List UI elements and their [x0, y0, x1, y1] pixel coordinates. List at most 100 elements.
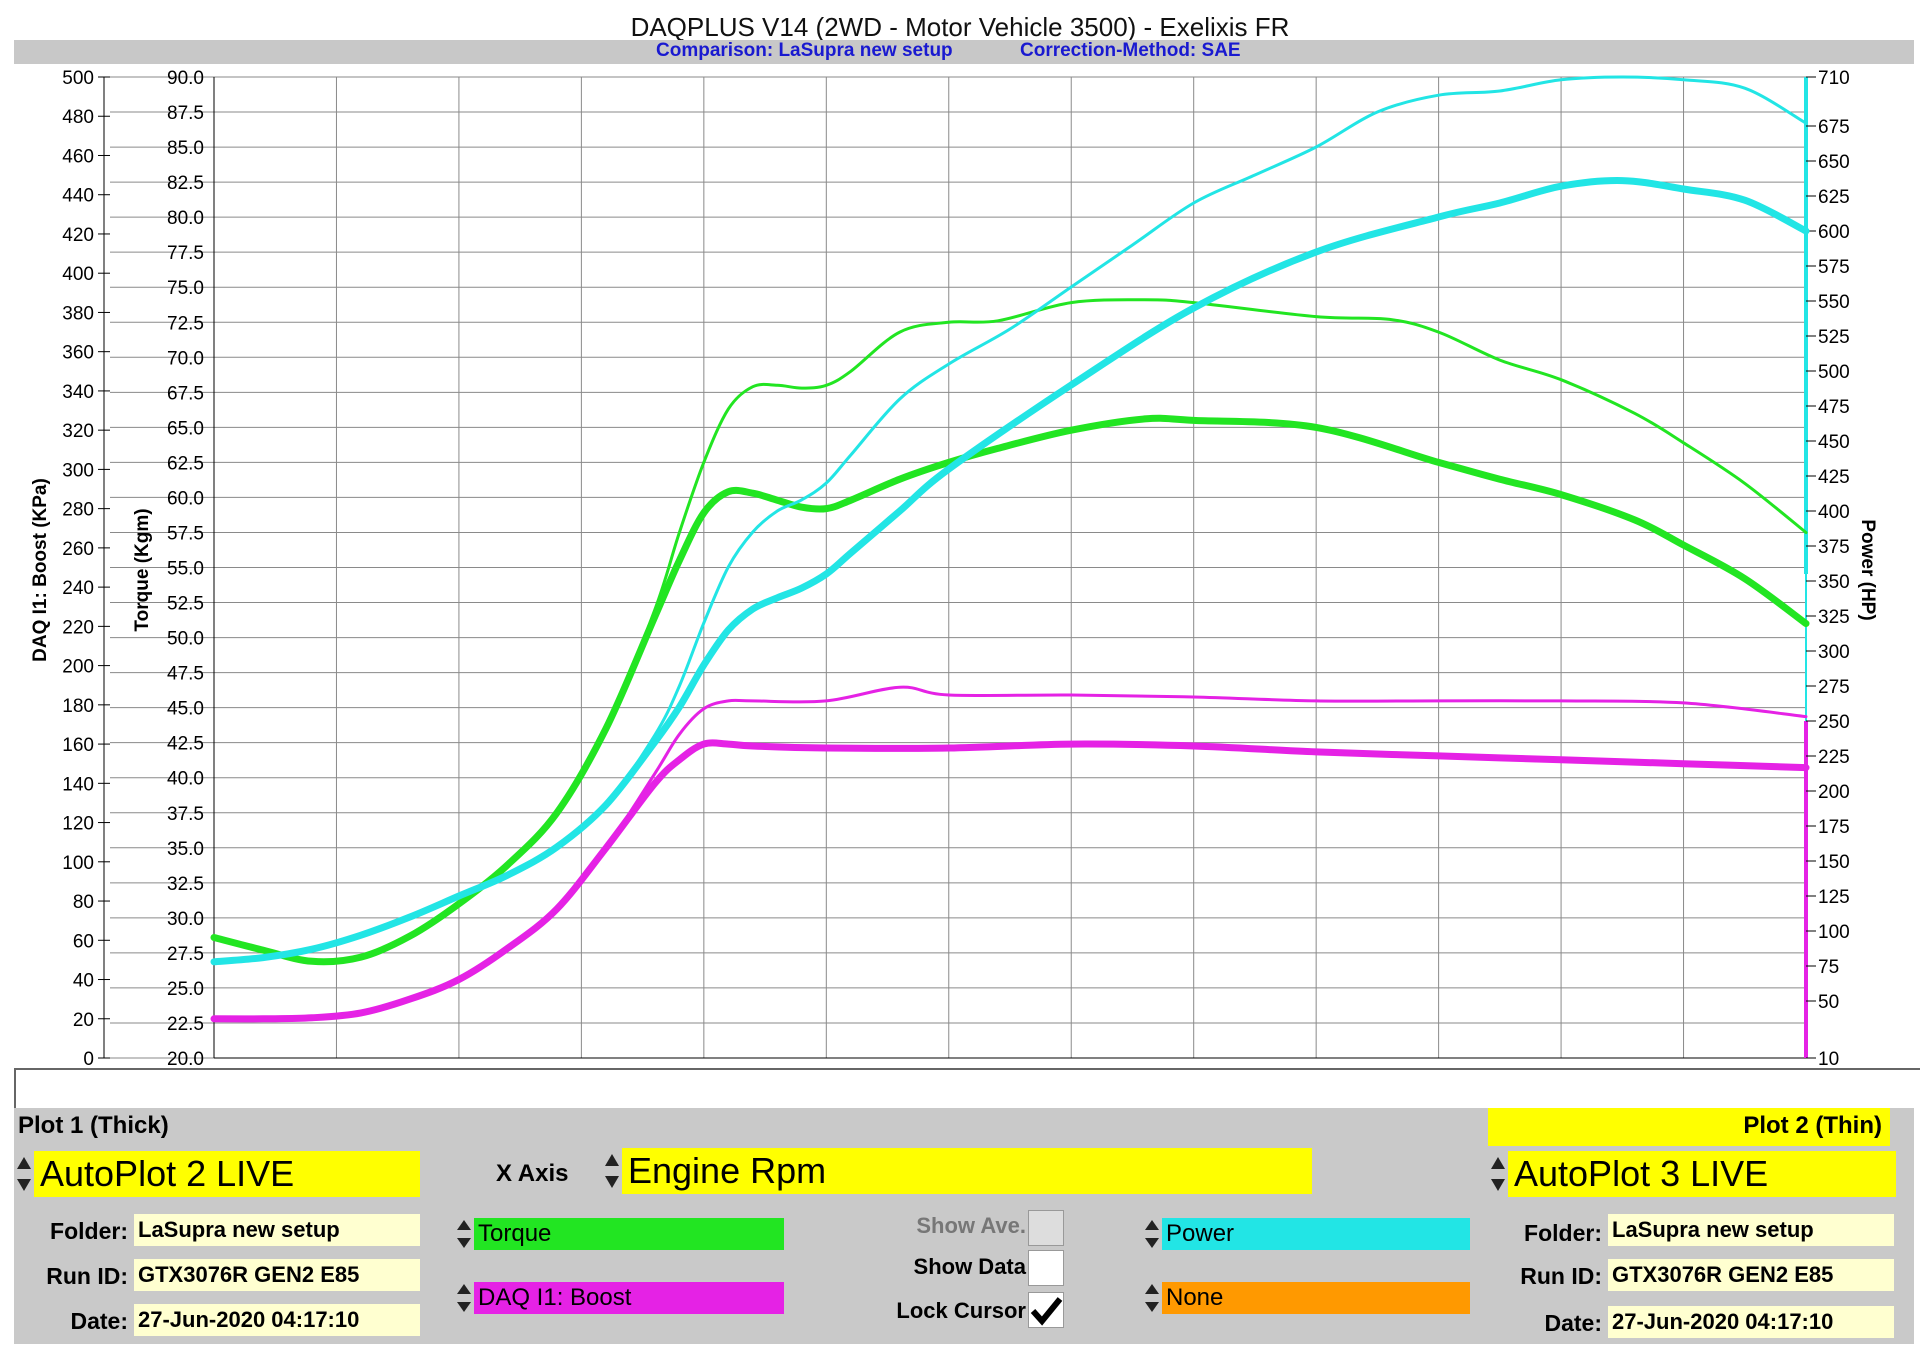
- series-line-daq-i1-boost-thin: [214, 687, 1806, 1019]
- boost-channel-spinner[interactable]: [454, 1282, 474, 1314]
- power-tick-label: 275: [1818, 677, 1850, 698]
- x-axis-select[interactable]: Engine Rpm: [622, 1148, 1312, 1194]
- lock-cursor-label: Lock Cursor: [876, 1298, 1026, 1324]
- power-channel-spinner[interactable]: [1142, 1218, 1162, 1250]
- power-tick-label: 325: [1818, 607, 1850, 628]
- plot2-folder-field[interactable]: LaSupra new setup: [1608, 1214, 1894, 1246]
- plot1-date-label: Date:: [10, 1308, 128, 1335]
- boost-channel-select[interactable]: DAQ I1: Boost: [474, 1282, 784, 1314]
- boost-tick-label: 320: [62, 421, 94, 442]
- plot1-date-field[interactable]: 27-Jun-2020 04:17:10: [134, 1304, 420, 1336]
- boost-tick-label: 60: [73, 931, 94, 952]
- power-tick-label: 550: [1818, 292, 1850, 313]
- none-channel-select[interactable]: None: [1162, 1282, 1470, 1314]
- boost-tick-label: 260: [62, 539, 94, 560]
- power-tick-label: 425: [1818, 467, 1850, 488]
- page-title: DAQPLUS V14 (2WD - Motor Vehicle 3500) -…: [0, 12, 1920, 43]
- torque-tick-label: 25.0: [167, 979, 204, 1000]
- torque-tick-label: 80.0: [167, 208, 204, 229]
- boost-tick-label: 360: [62, 343, 94, 364]
- power-tick-label: 625: [1818, 187, 1850, 208]
- boost-tick-label: 300: [62, 460, 94, 481]
- boost-tick-label: 440: [62, 186, 94, 207]
- boost-tick-label: 400: [62, 264, 94, 285]
- power-tick-label: 250: [1818, 712, 1850, 733]
- torque-tick-label: 27.5: [167, 944, 204, 965]
- torque-axis-title: Torque (Kgm): [132, 508, 153, 631]
- show-data-checkbox[interactable]: [1028, 1250, 1064, 1286]
- boost-tick-label: 420: [62, 225, 94, 246]
- show-ave-checkbox[interactable]: [1028, 1210, 1064, 1246]
- torque-tick-label: 62.5: [167, 453, 204, 474]
- power-tick-label: 225: [1818, 747, 1850, 768]
- show-ave-label: Show Ave.: [876, 1213, 1026, 1239]
- torque-tick-label: 37.5: [167, 804, 204, 825]
- power-tick-label: 575: [1818, 257, 1850, 278]
- boost-tick-label: 180: [62, 696, 94, 717]
- power-tick-label: 175: [1818, 817, 1850, 838]
- series-line-daq-i1-boost-thick: [214, 743, 1806, 1019]
- torque-tick-label: 35.0: [167, 839, 204, 860]
- plot2-source-select[interactable]: AutoPlot 3 LIVE: [1508, 1151, 1896, 1197]
- torque-channel-spinner[interactable]: [454, 1218, 474, 1250]
- boost-tick-label: 160: [62, 735, 94, 756]
- plot2-date-field[interactable]: 27-Jun-2020 04:17:10: [1608, 1306, 1894, 1338]
- plot2-source-spinner[interactable]: [1488, 1151, 1508, 1197]
- power-tick-label: 375: [1818, 537, 1850, 558]
- power-tick-label: 150: [1818, 852, 1850, 873]
- boost-tick-label: 120: [62, 814, 94, 835]
- power-channel-select[interactable]: Power: [1162, 1218, 1470, 1250]
- power-tick-label: 100: [1818, 922, 1850, 943]
- show-data-label: Show Data: [876, 1254, 1026, 1280]
- plot1-run-field[interactable]: GTX3076R GEN2 E85: [134, 1259, 420, 1291]
- plot2-date-label: Date:: [1484, 1310, 1602, 1337]
- boost-tick-label: 460: [62, 146, 94, 167]
- plot1-source-select[interactable]: AutoPlot 2 LIVE: [34, 1151, 420, 1197]
- power-tick-label: 10: [1818, 1049, 1839, 1070]
- plot1-folder-label: Folder:: [10, 1218, 128, 1245]
- none-channel-spinner[interactable]: [1142, 1282, 1162, 1314]
- plot2-run-field[interactable]: GTX3076R GEN2 E85: [1608, 1259, 1894, 1291]
- power-tick-label: 450: [1818, 432, 1850, 453]
- boost-tick-label: 80: [73, 892, 94, 913]
- torque-tick-label: 82.5: [167, 173, 204, 194]
- boost-tick-label: 100: [62, 853, 94, 874]
- series-line-torque-thin: [214, 300, 1806, 962]
- boost-tick-label: 340: [62, 382, 94, 403]
- torque-tick-label: 20.0: [167, 1049, 204, 1070]
- power-tick-label: 400: [1818, 502, 1850, 523]
- torque-tick-label: 32.5: [167, 874, 204, 895]
- torque-tick-label: 90.0: [167, 68, 204, 89]
- plot1-title: Plot 1 (Thick): [18, 1112, 169, 1140]
- subtitle-band: [14, 40, 1914, 64]
- boost-tick-label: 20: [73, 1010, 94, 1031]
- power-tick-label: 50: [1818, 992, 1839, 1013]
- boost-tick-label: 240: [62, 578, 94, 599]
- lock-cursor-checkbox[interactable]: [1028, 1292, 1064, 1328]
- torque-tick-label: 77.5: [167, 243, 204, 264]
- plot1-folder-field[interactable]: LaSupra new setup: [134, 1214, 420, 1246]
- boost-tick-label: 480: [62, 107, 94, 128]
- plot1-source-spinner[interactable]: [14, 1151, 34, 1197]
- series: [214, 77, 1806, 1019]
- power-axis-title: Power (HP): [1857, 519, 1878, 620]
- power-tick-label: 75: [1818, 957, 1839, 978]
- torque-tick-label: 57.5: [167, 523, 204, 544]
- power-tick-label: 525: [1818, 327, 1850, 348]
- torque-tick-label: 55.0: [167, 559, 204, 580]
- x-axis-spinner[interactable]: [602, 1148, 622, 1194]
- boost-tick-label: 0: [83, 1049, 94, 1070]
- grid: [110, 77, 1806, 1058]
- axes: 0 20 40 60 80 100 120 140 160 180 200 220 240 260 280 3…: [62, 68, 1849, 1093]
- power-tick-label: 710: [1818, 68, 1850, 89]
- torque-tick-label: 42.5: [167, 734, 204, 755]
- plot2-folder-label: Folder:: [1484, 1220, 1602, 1247]
- dyno-chart: 0 20 40 60 80 100 120 140 160 180 200 220 240 260 280 3…: [0, 64, 1920, 1108]
- power-tick-label: 675: [1818, 117, 1850, 138]
- torque-tick-label: 50.0: [167, 629, 204, 650]
- torque-channel-select[interactable]: Torque: [474, 1218, 784, 1250]
- plot1-run-label: Run ID:: [10, 1263, 128, 1290]
- power-tick-label: 200: [1818, 782, 1850, 803]
- series-line-torque-thick: [214, 418, 1806, 962]
- power-tick-label: 300: [1818, 642, 1850, 663]
